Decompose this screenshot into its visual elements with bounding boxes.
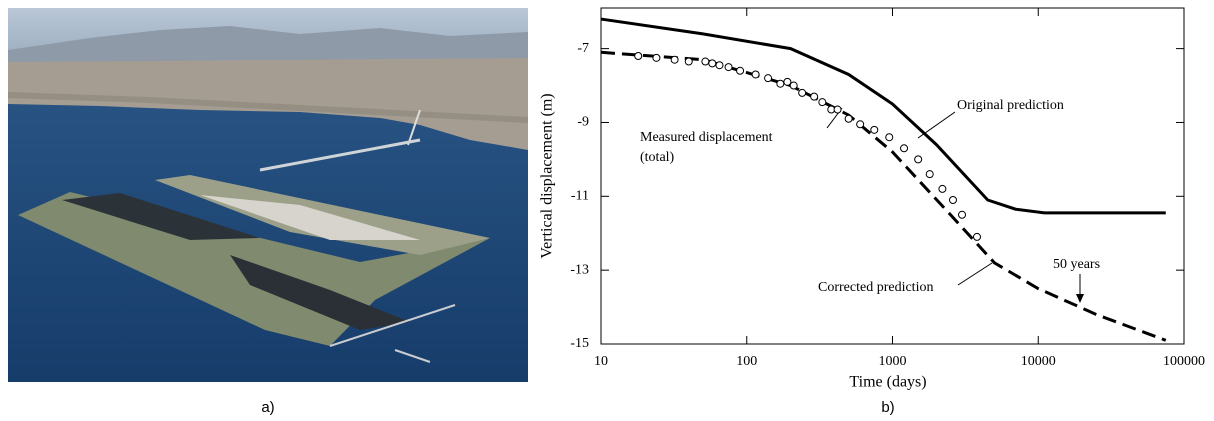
arrow	[957, 262, 993, 286]
x-tick-label: 10	[594, 354, 608, 369]
y-axis-title: Vertical displacement (m)	[539, 93, 556, 258]
series-line	[600, 50, 1167, 342]
annotation: Corrected prediction	[818, 280, 933, 295]
data-point	[958, 210, 967, 219]
data-point	[810, 92, 819, 101]
data-point	[844, 114, 853, 123]
data-point	[776, 79, 785, 88]
y-tick-label: -9	[577, 115, 589, 130]
x-tick-label: 100000	[1163, 354, 1205, 369]
data-point	[833, 105, 842, 114]
y-tick-label: -11	[571, 189, 589, 204]
series-line	[600, 17, 1166, 215]
data-point	[885, 133, 894, 142]
annotation: Original prediction	[957, 98, 1064, 113]
annotation: 50 years	[1053, 257, 1100, 272]
x-tick-label: 100	[736, 354, 757, 369]
data-point	[715, 61, 724, 70]
x-tick-label: 1000	[879, 354, 907, 369]
data-point	[724, 63, 733, 72]
data-point	[764, 74, 773, 83]
data-point	[818, 98, 827, 107]
data-point	[789, 81, 798, 90]
data-point	[701, 57, 710, 66]
y-tick-label: -7	[577, 41, 589, 56]
arrow-head	[1076, 294, 1084, 303]
data-point	[798, 88, 807, 97]
data-point	[751, 70, 760, 79]
caption: b)	[881, 399, 894, 416]
data-point	[634, 52, 643, 60]
annotation: Measured displacement	[640, 130, 773, 145]
data-point	[684, 57, 693, 66]
data-point	[870, 125, 879, 134]
data-point	[973, 232, 982, 241]
x-axis-title: Time (days)	[849, 374, 926, 391]
y-tick-label: -13	[570, 262, 589, 277]
aerial-photo	[8, 8, 528, 382]
data-point	[652, 53, 661, 62]
data-point	[736, 66, 745, 75]
data-point	[938, 184, 947, 193]
data-point	[856, 120, 865, 129]
annotation: (total)	[640, 150, 675, 165]
data-point	[948, 196, 957, 204]
y-tick-label: -15	[570, 336, 589, 351]
data-point	[900, 144, 909, 153]
x-tick-label: 10000	[1021, 354, 1056, 369]
data-point	[914, 155, 923, 164]
caption: a)	[261, 399, 274, 416]
data-point	[708, 59, 717, 68]
data-point	[670, 55, 679, 64]
data-point	[925, 170, 934, 179]
data-point	[783, 77, 792, 86]
